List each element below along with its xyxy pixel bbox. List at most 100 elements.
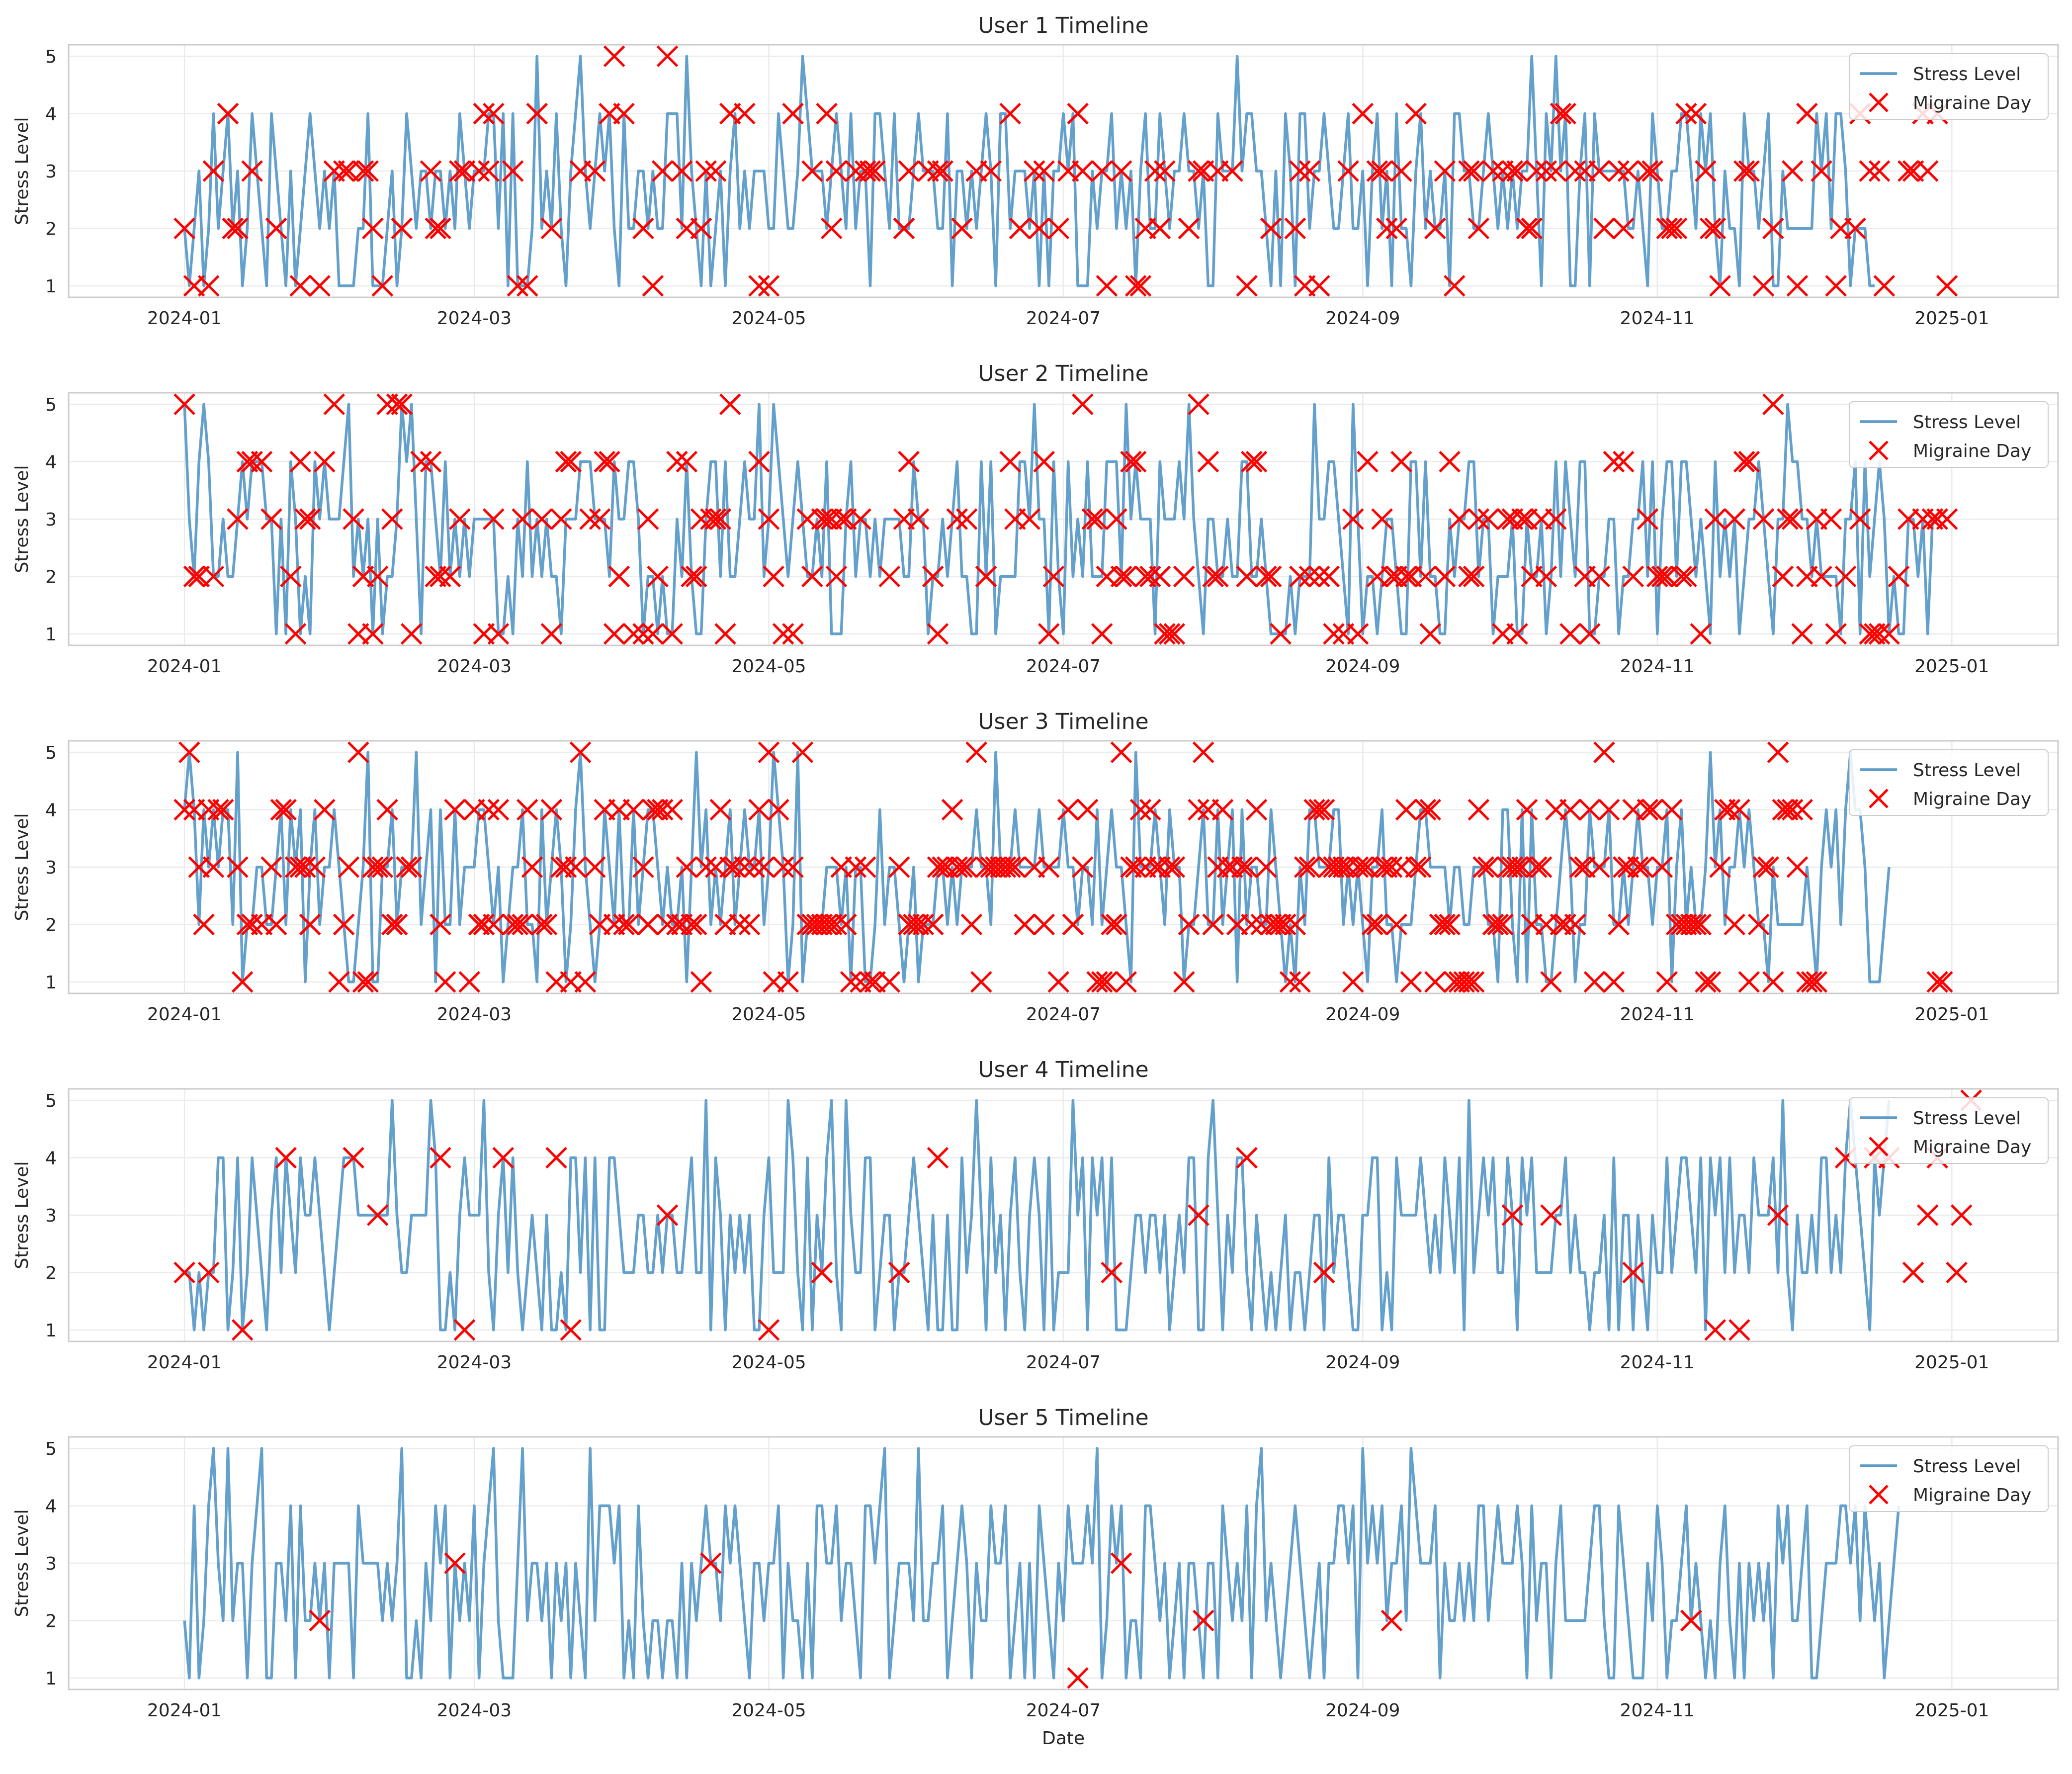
migraine-day-marker [1463, 971, 1485, 993]
migraine-day-marker [1265, 913, 1287, 936]
migraine-day-marker [1651, 565, 1673, 588]
migraine-day-marker [294, 508, 316, 530]
migraine-day-marker [1781, 798, 1804, 821]
migraine-day-marker [1154, 623, 1176, 645]
chart-title: User 3 Timeline [978, 709, 1148, 734]
migraine-day-marker [1898, 160, 1919, 182]
migraine-day-marker [371, 275, 394, 297]
x-tick-label: 2024-09 [1325, 656, 1400, 677]
migraine-day-marker [1559, 623, 1581, 645]
migraine-day-marker [1120, 450, 1142, 473]
migraine-day-marker [1072, 856, 1094, 878]
migraine-day-marker [207, 798, 229, 821]
migraine-day-marker [1188, 798, 1209, 821]
y-tick-label: 3 [45, 1554, 57, 1574]
migraine-day-marker [666, 450, 688, 473]
migraine-day-marker [1236, 1147, 1258, 1169]
migraine-day-marker [1472, 856, 1494, 878]
migraine-day-marker [1588, 565, 1610, 588]
migraine-day-marker [1564, 913, 1586, 936]
migraine-day-marker [676, 450, 698, 473]
stress-level-line [184, 1099, 1891, 1331]
migraine-day-marker [449, 160, 471, 182]
migraine-day-marker [1811, 160, 1832, 182]
migraine-day-marker [1670, 565, 1693, 588]
migraine-day-marker [366, 856, 389, 878]
migraine-day-marker [555, 450, 577, 473]
migraine-day-marker [840, 971, 862, 993]
migraine-day-marker [560, 450, 582, 473]
migraine-day-marker [1661, 217, 1683, 240]
x-tick-label: 2024-07 [1026, 308, 1101, 329]
migraine-day-marker [661, 623, 683, 645]
migraine-day-marker [1926, 971, 1948, 993]
y-tick-label: 1 [45, 276, 57, 297]
migraine-day-marker [1096, 971, 1118, 993]
migraine-day-marker [907, 508, 930, 530]
migraine-day-marker [589, 508, 611, 530]
migraine-day-marker [1791, 623, 1813, 645]
migraine-day-marker [231, 1319, 254, 1341]
migraine-day-marker [1608, 913, 1630, 936]
migraine-day-marker [652, 798, 674, 821]
migraine-day-marker [975, 565, 997, 588]
migraine-day-marker [622, 623, 645, 645]
migraine-day-marker [1023, 160, 1045, 182]
migraine-day-marker [1124, 856, 1147, 878]
migraine-day-marker [1381, 1609, 1403, 1632]
y-tick-label: 3 [45, 162, 57, 182]
migraine-day-marker [994, 856, 1017, 878]
x-tick-label: 2024-07 [1026, 1352, 1101, 1373]
migraine-day-marker [1501, 856, 1524, 878]
legend: Stress Level Migraine Day [1849, 1445, 2049, 1512]
legend-box [1849, 53, 2049, 120]
migraine-day-marker [1724, 913, 1745, 936]
migraine-day-marker [1709, 275, 1731, 297]
x-tick-label: 2024-03 [437, 1700, 512, 1721]
y-tick-label: 1 [45, 1321, 57, 1341]
subplots: User 1 Timeline Stress Level 1 2 3 4 5 2024-01 2… [12, 13, 2059, 1721]
migraine-day-marker [955, 856, 978, 878]
migraine-day-marker [850, 508, 871, 530]
migraine-day-marker [1342, 971, 1364, 993]
migraine-day-marker [1062, 913, 1084, 936]
migraine-day-marker [535, 913, 558, 936]
x-tick-label: 2024-05 [731, 1004, 806, 1025]
migraine-day-marker [1279, 971, 1301, 993]
migraine-day-marker [1550, 102, 1572, 125]
migraine-day-marker [1632, 856, 1654, 878]
y-tick-label: 4 [45, 800, 57, 821]
migraine-day-marker [695, 160, 717, 182]
migraine-day-marker [927, 623, 949, 645]
migraine-day-marker [1270, 623, 1292, 645]
migraine-day-marker [425, 217, 447, 240]
migraine-day-marker [1834, 565, 1857, 588]
stress-level-line [183, 55, 1875, 287]
migraine-day-marker [1395, 565, 1417, 588]
migraine-day-marker [1646, 565, 1668, 588]
y-axis-label: Stress Level [12, 117, 32, 225]
migraine-day-marker [1868, 623, 1891, 645]
migraine-day-marker [1468, 217, 1490, 240]
migraine-day-marker [1685, 913, 1707, 936]
migraine-day-marker [478, 160, 500, 182]
x-tick-label: 2024-11 [1620, 1352, 1695, 1373]
migraine-day-marker [1501, 160, 1524, 182]
plot-frame [68, 740, 2059, 994]
migraine-day-marker [1009, 217, 1031, 240]
migraine-day-marker [1588, 160, 1610, 182]
migraine-day-marker [1439, 450, 1461, 473]
migraine-day-marker [1188, 393, 1209, 415]
migraine-day-marker [753, 856, 775, 878]
y-axis-label: Stress Level [12, 465, 32, 573]
migraine-day-marker [531, 913, 553, 936]
migraine-day-marker [1796, 102, 1818, 125]
migraine-day-marker [637, 508, 659, 530]
subplot-user-4: User 4 Timeline Stress Level 1 2 3 4 5 2024-01 2… [12, 1057, 2059, 1373]
migraine-day-marker [1593, 741, 1615, 763]
migraine-day-marker [1752, 856, 1775, 878]
legend-box [1849, 1445, 2049, 1512]
migraine-day-marker [1501, 1204, 1524, 1226]
migraine-day-marker [642, 623, 664, 645]
migraine-day-marker [1197, 450, 1219, 473]
